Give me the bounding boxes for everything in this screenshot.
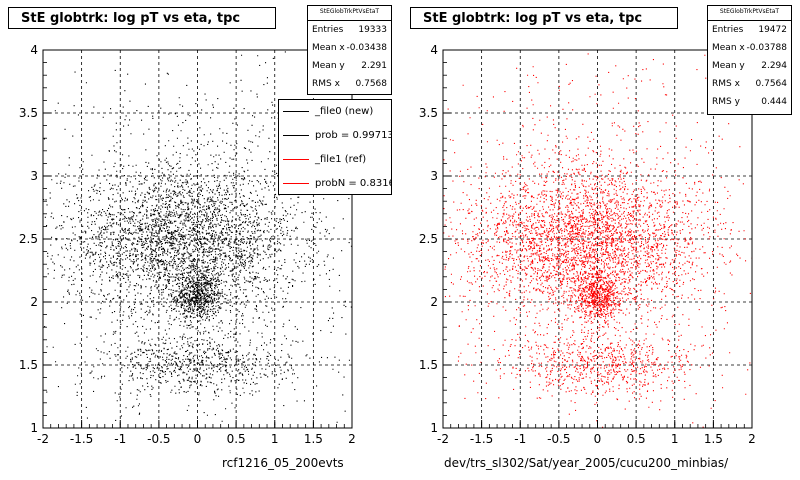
axes: -2 -1.5 -1 -0.5 0 0.5 1 1.5 2 1 1.5 2 2.5 3 3.5 4 — [419, 43, 756, 446]
y-tick-label: 2 — [30, 295, 38, 309]
stats-box: StEGlobTrkPtVsEtaT Entries 19333 Mean x -0… — [307, 5, 392, 95]
stats-name: StEGlobTrkPtVsEtaT — [708, 6, 791, 21]
stats-box: StEGlobTrkPtVsEtaT Entries 19472 Mean x -0… — [707, 5, 792, 115]
left-panel: StE globtrk: log pT vs eta, tpc -2 -1.5 -1… — [8, 5, 392, 470]
x-tick-label: 1.5 — [704, 432, 723, 446]
x-tick-label: -2 — [37, 432, 49, 446]
grid — [443, 50, 752, 428]
legend-item-prob: prob = 0.997134 — [279, 124, 391, 148]
x-tick-label: 1 — [271, 432, 279, 446]
y-tick-label: 1 — [30, 421, 38, 435]
stats-row-mean-x: Mean x -0.03438 — [312, 43, 387, 53]
x-tick-label: -0.5 — [547, 432, 570, 446]
stats-name: StEGlobTrkPtVsEtaT — [308, 6, 391, 21]
x-tick-label: -1 — [114, 432, 126, 446]
stats-row-entries: Entries 19472 — [712, 25, 787, 35]
x-tick-label: -1.5 — [70, 432, 93, 446]
y-tick-label: 3 — [430, 169, 438, 183]
x-tick-label: 0.5 — [627, 432, 646, 446]
chart-title: StE globtrk: log pT vs eta, tpc — [410, 7, 678, 29]
x-tick-label: -1.5 — [470, 432, 493, 446]
stats-row-mean-x: Mean x -0.03788 — [712, 43, 787, 53]
x-axis-title: dev/trs_sl302/Sat/year_2005/cucu200_minb… — [444, 456, 729, 470]
x-axis-title: rcf1216_05_200evts — [222, 456, 344, 470]
y-tick-label: 1.5 — [19, 358, 38, 372]
y-tick-label: 1.5 — [419, 358, 438, 372]
x-tick-label: 2 — [748, 432, 756, 446]
x-tick-label: 0 — [194, 432, 202, 446]
y-tick-label: 4 — [30, 43, 38, 57]
stats-row-rms-x: RMS x 0.7564 — [712, 79, 787, 89]
y-tick-label: 1 — [430, 421, 438, 435]
y-tick-label: 2 — [430, 295, 438, 309]
y-tick-label: 3.5 — [419, 106, 438, 120]
stats-row-mean-y: Mean y 2.291 — [312, 61, 387, 71]
legend-item-probn: probN = 0.831606 — [279, 172, 391, 194]
legend-swatch — [283, 183, 309, 184]
stats-row-rms-x: RMS x 0.7568 — [312, 79, 387, 89]
x-tick-label: -2 — [437, 432, 449, 446]
x-tick-label: 2 — [348, 432, 356, 446]
x-tick-label: -1 — [514, 432, 526, 446]
legend-swatch — [283, 135, 309, 136]
x-tick-label: 1.5 — [304, 432, 323, 446]
scatter-plot-left: -2 -1.5 -1 -0.5 0 0.5 1 1.5 2 1 1.5 2 2.5 3 3.5 4 — [19, 43, 356, 446]
x-tick-label: 1 — [671, 432, 679, 446]
x-tick-label: 0 — [594, 432, 602, 446]
right-panel: StE globtrk: log pT vs eta, tpc -2 -1.5 -1… — [400, 0, 800, 480]
legend-item-file0: _file0 (new) — [279, 100, 391, 124]
chart-title: StE globtrk: log pT vs eta, tpc — [8, 7, 276, 29]
axes: -2 -1.5 -1 -0.5 0 0.5 1 1.5 2 1 1.5 2 2.5 3 3.5 4 — [19, 43, 356, 446]
legend-swatch — [283, 159, 309, 160]
y-tick-label: 3.5 — [19, 106, 38, 120]
y-tick-label: 2.5 — [19, 232, 38, 246]
stats-row-entries: Entries 19333 — [312, 25, 387, 35]
x-tick-label: -0.5 — [147, 432, 170, 446]
y-tick-label: 2.5 — [419, 232, 438, 246]
y-tick-label: 4 — [430, 43, 438, 57]
stats-row-rms-y: RMS y 0.444 — [712, 97, 787, 107]
legend-swatch — [283, 111, 309, 112]
scatter-plot-right: -2 -1.5 -1 -0.5 0 0.5 1 1.5 2 1 1.5 2 2.5 3 3.5 4 — [419, 43, 756, 446]
legend-item-file1: _file1 (ref) — [279, 148, 391, 172]
stats-row-mean-y: Mean y 2.294 — [712, 61, 787, 71]
x-tick-label: 0.5 — [227, 432, 246, 446]
y-tick-label: 3 — [30, 169, 38, 183]
legend: _file0 (new) prob = 0.997134 _file1 (ref… — [278, 99, 392, 195]
